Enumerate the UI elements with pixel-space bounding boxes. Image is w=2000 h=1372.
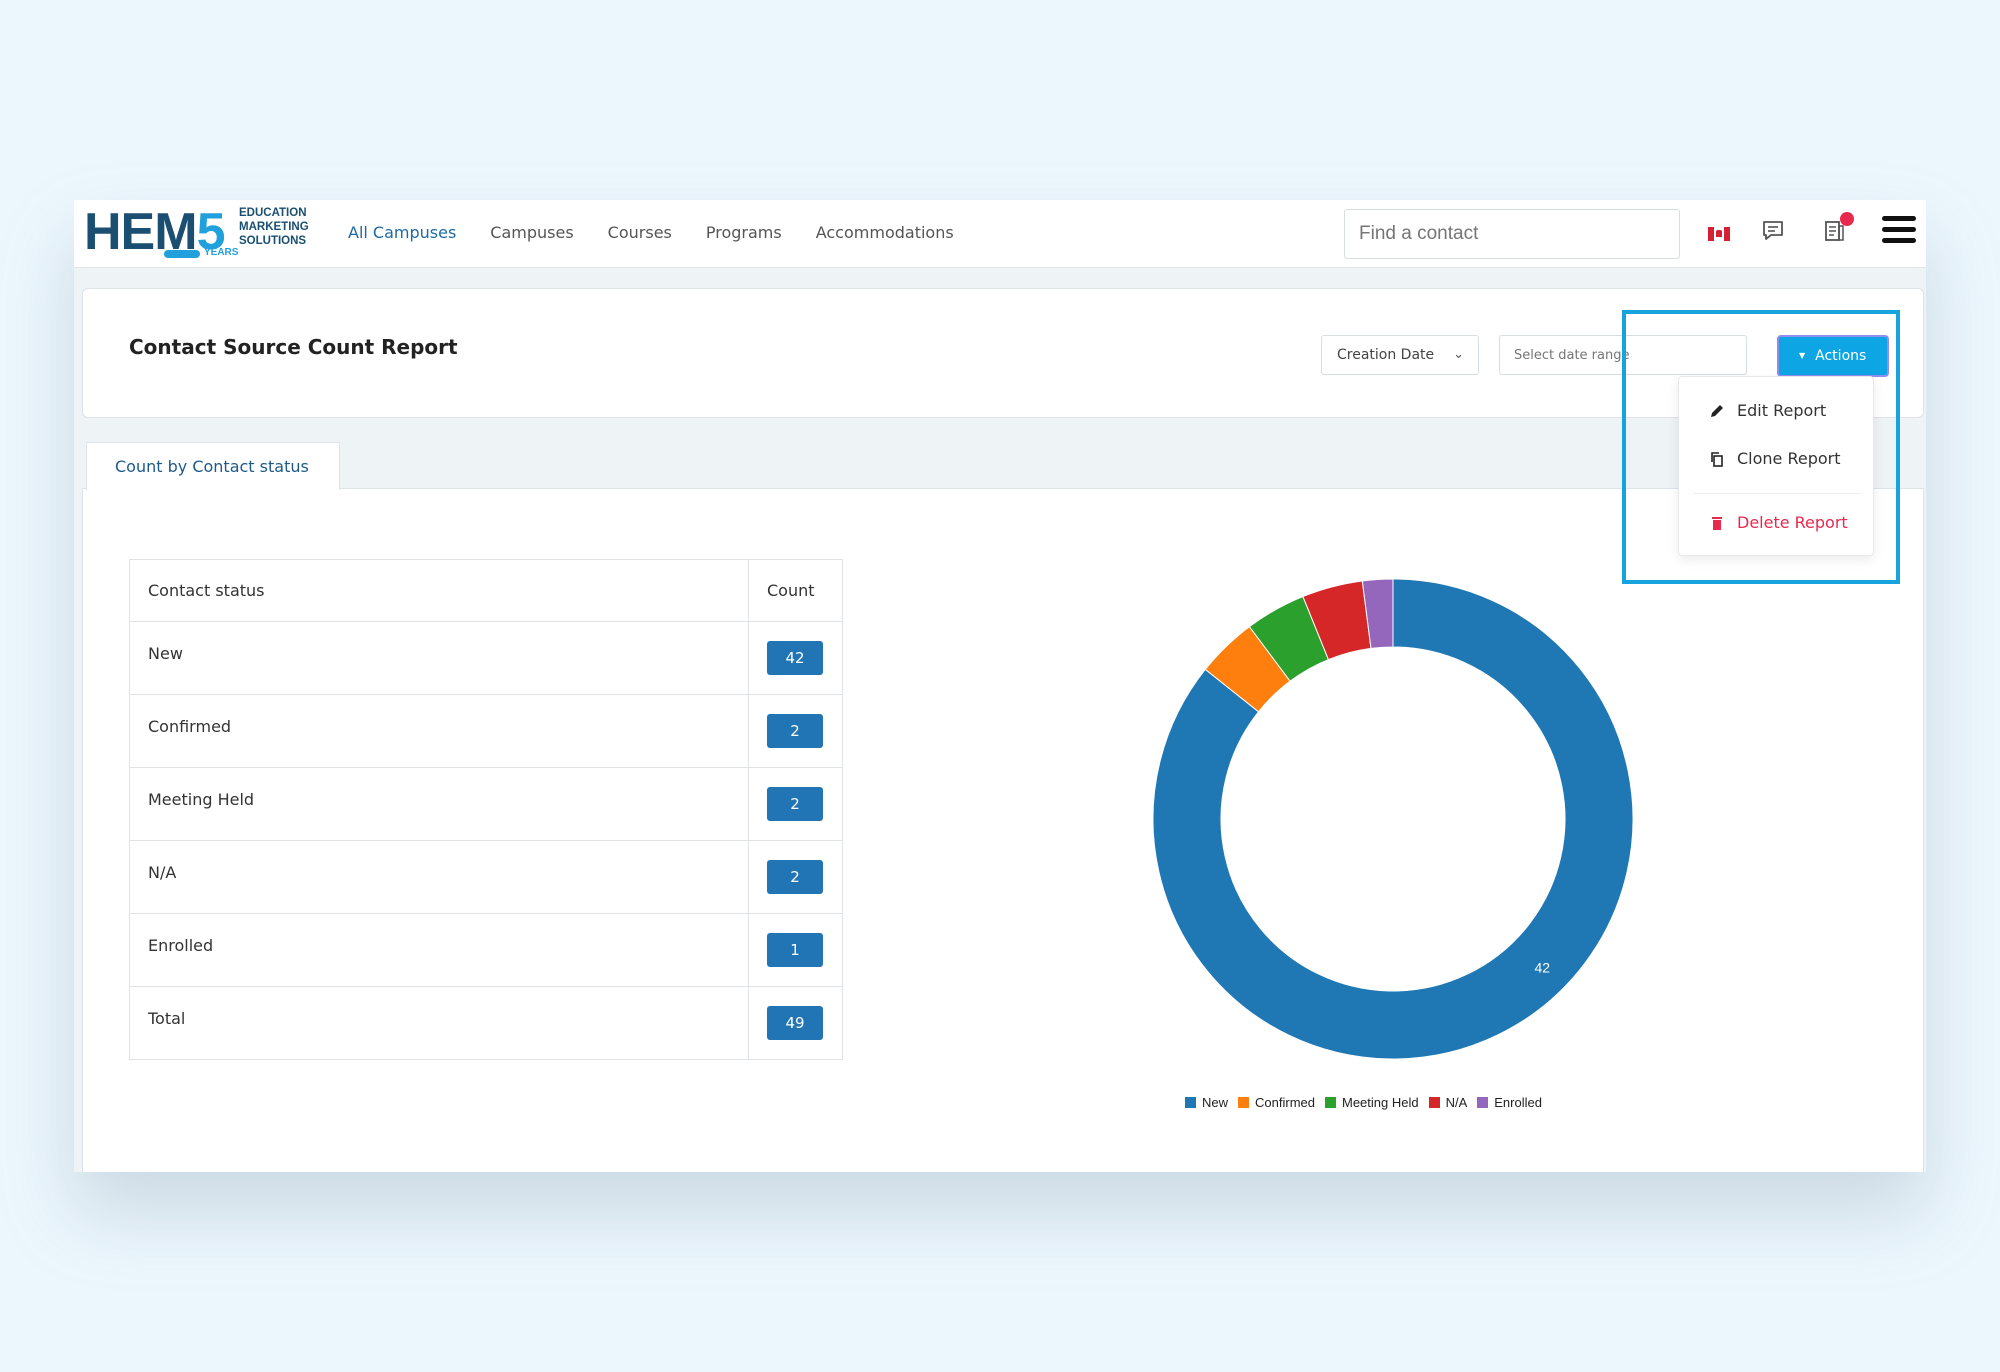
donut-slice-new[interactable]	[1152, 578, 1634, 1060]
company-logo[interactable]: HEM5 EDUCATION MARKETING SOLUTIONS YEARS	[84, 202, 324, 266]
date-field-label: Creation Date	[1337, 347, 1435, 363]
table-row: New 42	[129, 621, 843, 695]
chart-legend: New Confirmed Meeting Held N/A Enrolled	[1185, 1095, 1542, 1110]
legend-item[interactable]: Enrolled	[1477, 1095, 1542, 1110]
table-row: Enrolled 1	[129, 913, 843, 987]
count-cell: 2	[748, 694, 843, 768]
legend-item[interactable]: Meeting Held	[1324, 1095, 1419, 1110]
status-count-table: Contact status Count New 42 Confirmed 2 …	[129, 559, 843, 1060]
logo-tagline: EDUCATION MARKETING SOLUTIONS	[239, 207, 309, 247]
status-cell: Meeting Held	[129, 767, 749, 841]
canada-flag-icon[interactable]	[1708, 227, 1730, 241]
table-row: N/A 2	[129, 840, 843, 914]
status-cell: New	[129, 621, 749, 695]
table-header-row: Contact status Count	[129, 559, 843, 622]
pencil-icon	[1711, 405, 1723, 417]
column-header: Count	[748, 559, 843, 622]
copy-icon	[1711, 452, 1723, 467]
table-row: Confirmed 2	[129, 694, 843, 768]
legend-label: N/A	[1445, 1095, 1468, 1110]
search-input[interactable]	[1344, 209, 1680, 259]
count-cell: 1	[748, 913, 843, 987]
legend-label: New	[1202, 1095, 1229, 1110]
legend-label: Confirmed	[1255, 1095, 1315, 1110]
nav-campuses[interactable]: Campuses	[490, 223, 574, 242]
donut-chart: 42	[1152, 578, 1634, 1060]
clone-report-menu-item[interactable]: Clone Report	[1679, 439, 1875, 479]
nav-courses[interactable]: Courses	[607, 223, 672, 242]
date-range-input[interactable]	[1499, 335, 1747, 375]
logo-wordmark: HEM5	[84, 203, 225, 261]
actions-button[interactable]: ▼ Actions	[1777, 335, 1889, 377]
status-cell: N/A	[129, 840, 749, 914]
chevron-down-icon: ⌄	[1453, 347, 1464, 362]
app-window: HEM5 EDUCATION MARKETING SOLUTIONS YEARS A…	[74, 200, 1926, 1172]
table-row: Meeting Held 2	[129, 767, 843, 841]
donut-data-label: 42	[1534, 959, 1550, 975]
column-header: Contact status	[129, 559, 749, 622]
status-cell: Total	[129, 986, 749, 1060]
donut-slice-enrolled[interactable]	[1361, 578, 1394, 649]
legend-swatch	[1238, 1097, 1250, 1108]
logo-bar	[164, 250, 200, 258]
count-badge: 2	[767, 714, 823, 748]
nav-programs[interactable]: Programs	[705, 223, 782, 242]
logo-years: YEARS	[204, 247, 239, 258]
edit-report-menu-item[interactable]: Edit Report	[1679, 391, 1875, 431]
count-cell: 2	[748, 840, 843, 914]
legend-swatch	[1324, 1097, 1336, 1108]
notification-dot	[1840, 212, 1854, 226]
legend-swatch	[1428, 1097, 1440, 1108]
count-cell: 49	[748, 986, 843, 1060]
legend-item[interactable]: N/A	[1428, 1095, 1468, 1110]
tab-count-by-contact-status[interactable]: Count by Contact status	[86, 442, 340, 490]
status-cell: Enrolled	[129, 913, 749, 987]
report-content: Contact status Count New 42 Confirmed 2 …	[82, 488, 1924, 1172]
legend-swatch	[1185, 1097, 1196, 1108]
count-badge: 2	[767, 860, 823, 894]
legend-label: Meeting Held	[1341, 1095, 1419, 1110]
main-nav: All Campuses Campuses Courses Programs A…	[348, 223, 954, 242]
delete-report-menu-item[interactable]: Delete Report	[1679, 503, 1875, 543]
nav-all-campuses[interactable]: All Campuses	[348, 223, 457, 242]
legend-item[interactable]: New	[1185, 1095, 1228, 1110]
legend-item[interactable]: Confirmed	[1238, 1095, 1315, 1110]
count-badge: 2	[767, 787, 823, 821]
actions-dropdown-menu: Edit Report Clone Report Delete Report	[1678, 376, 1874, 556]
legend-swatch	[1477, 1097, 1489, 1108]
count-badge: 49	[767, 1006, 823, 1040]
nav-accommodations[interactable]: Accommodations	[815, 223, 954, 242]
chat-icon[interactable]	[1760, 218, 1786, 244]
menu-icon[interactable]	[1882, 216, 1916, 250]
caret-down-icon: ▼	[1799, 351, 1806, 360]
top-navbar: HEM5 EDUCATION MARKETING SOLUTIONS YEARS A…	[74, 200, 1926, 268]
count-badge: 1	[767, 933, 823, 967]
table-total-row: Total 49	[129, 986, 843, 1060]
count-cell: 2	[748, 767, 843, 841]
legend-label: Enrolled	[1494, 1095, 1542, 1110]
status-cell: Confirmed	[129, 694, 749, 768]
date-field-select[interactable]: Creation Date ⌄	[1321, 335, 1479, 375]
trash-icon	[1712, 517, 1722, 530]
count-cell: 42	[748, 621, 843, 695]
menu-divider	[1693, 493, 1861, 494]
report-header: Contact Source Count Report Creation Dat…	[82, 288, 1924, 418]
document-icon[interactable]	[1822, 218, 1848, 244]
count-badge: 42	[767, 641, 823, 675]
page-title: Contact Source Count Report	[129, 335, 458, 359]
